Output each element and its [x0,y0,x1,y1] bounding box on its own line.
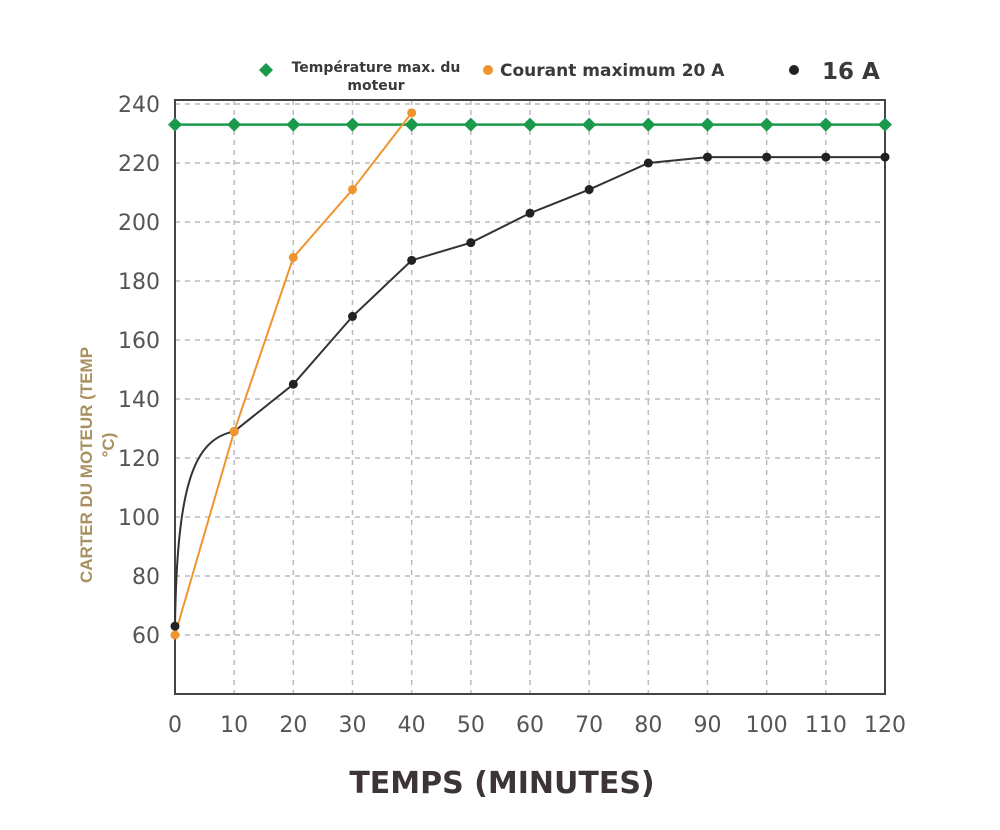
x-tick-label: 60 [516,713,544,738]
series [168,108,892,640]
x-tick-label: 110 [805,713,847,738]
point-20a [170,630,180,640]
y-tick-label: 80 [132,565,160,590]
point-16a [703,152,712,162]
point-max-temp [286,117,301,132]
x-tick-label: 90 [694,713,722,738]
y-tick-label: 160 [118,329,160,354]
legend-label-max-temp-line1: Température max. du [292,60,461,76]
y-axis-label-line2: °C) [99,433,118,458]
y-tick-label: 140 [118,388,160,413]
point-20a [348,185,357,195]
x-tick-label: 50 [457,713,485,738]
x-tick-label: 30 [339,713,367,738]
point-max-temp [818,117,833,132]
axes [174,99,886,695]
legend-marker-max-temp [259,63,273,77]
series-line-16a [174,156,885,627]
y-tick-label: 60 [132,624,160,649]
x-axis-label: TEMPS (MINUTES) [349,766,654,801]
x-tick-label: 70 [575,713,603,738]
point-max-temp [641,117,656,132]
x-tick-label: 10 [220,713,248,738]
legend-marker-20a [483,65,493,75]
point-max-temp [463,117,478,132]
x-tick-label: 0 [168,713,182,738]
x-tick-label: 80 [634,713,662,738]
point-max-temp [404,117,419,132]
legend: Température max. du moteur Courant maxim… [259,59,880,94]
point-max-temp [582,117,597,132]
tick-labels: 0 10 20 30 40 50 60 70 80 90 100 110 120 60 80 100 120 14… [118,93,906,738]
y-tick-label: 120 [118,447,160,472]
point-max-temp [168,117,182,132]
point-max-temp [227,117,242,132]
point-16a [525,208,535,218]
point-max-temp [878,117,892,132]
plot-frame [174,99,886,695]
y-axis-label-line1: CARTER DU MOTEUR (TEMP [77,347,96,583]
x-tick-label: 20 [279,713,307,738]
x-tick-label: 120 [864,713,906,738]
legend-label-max-temp-line2: moteur [347,78,404,94]
y-axis-label: CARTER DU MOTEUR (TEMP °C) [77,347,118,583]
point-16a [880,152,890,162]
legend-label-20a: Courant maximum 20 A [500,61,725,81]
x-tick-label: 100 [746,713,788,738]
point-16a [170,621,180,631]
point-20a [407,108,417,118]
point-16a [466,238,476,248]
y-tick-label: 220 [118,152,160,177]
point-16a [288,379,298,389]
point-16a [407,255,417,265]
point-20a [229,426,239,436]
y-tick-label: 240 [118,93,160,118]
x-tick-label: 40 [398,713,426,738]
point-max-temp [700,117,715,132]
y-tick-label: 180 [118,270,160,295]
y-tick-label: 200 [118,211,160,236]
point-max-temp [345,117,360,132]
point-16a [643,158,653,168]
point-16a [584,185,594,195]
point-16a [821,152,831,162]
point-max-temp [759,117,774,132]
point-20a [288,252,298,262]
y-tick-label: 100 [118,506,160,531]
legend-marker-16a [789,65,799,75]
legend-label-16a: 16 A [822,59,880,85]
point-max-temp [523,117,537,132]
point-16a [762,152,772,162]
point-16a [348,311,357,321]
grid [175,100,885,694]
